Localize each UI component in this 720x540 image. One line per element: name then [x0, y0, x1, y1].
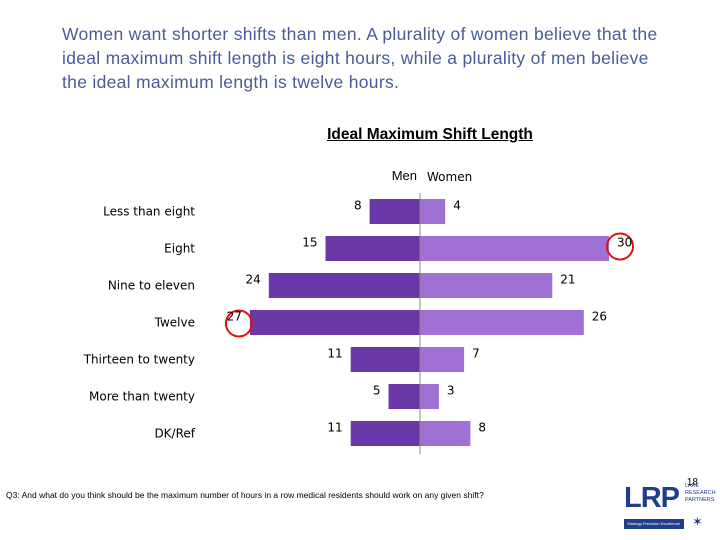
bar-men-twelve	[249, 310, 420, 335]
bar-women-less-than-eight	[420, 199, 446, 224]
data-label-women-eight: 30	[617, 236, 632, 250]
logo-tagline: Strategy Precision Excellence	[624, 519, 684, 529]
data-label-women-thirteen-to-twenty: 7	[472, 347, 480, 361]
bar-men-eight	[325, 236, 420, 261]
bar-men-thirteen-to-twenty	[350, 347, 420, 372]
data-label-women-twelve: 26	[592, 310, 607, 324]
category-label-less-than-eight: Less than eight	[103, 205, 195, 219]
category-label-dk-ref: DK/Ref	[154, 427, 195, 441]
data-label-women-nine-to-eleven: 21	[560, 273, 575, 287]
category-label-eight: Eight	[164, 242, 195, 256]
star-icon: ✶	[692, 514, 703, 529]
logo-words: LAKE RESEARCH PARTNERS	[685, 483, 716, 503]
highlight-circle-women-eight	[606, 232, 634, 261]
butterfly-bar-chart: Men Women Less than eight 8 4 Eight 15 30 Nine t…	[83, 168, 634, 454]
category-label-twelve: Twelve	[154, 316, 195, 330]
bar-men-nine-to-eleven	[268, 273, 420, 298]
bar-women-dk-ref	[420, 421, 471, 446]
highlight-circle-men-twelve	[224, 309, 253, 338]
bar-women-eight	[420, 236, 609, 261]
data-label-men-dk-ref: 11	[327, 421, 342, 435]
legend-men: Men	[392, 168, 417, 183]
footnote: Q3: And what do you think should be the …	[6, 490, 484, 500]
data-label-men-less-than-eight: 8	[354, 199, 362, 213]
bar-women-thirteen-to-twenty	[420, 347, 465, 372]
legend-women: Women	[427, 170, 472, 184]
category-label-nine-to-eleven: Nine to eleven	[108, 279, 195, 293]
data-label-women-less-than-eight: 4	[453, 199, 461, 213]
data-label-men-twelve: 27	[227, 310, 242, 324]
data-label-men-nine-to-eleven: 24	[246, 273, 261, 287]
company-logo: LRP LAKE RESEARCH PARTNERS Strategy Prec…	[624, 482, 716, 538]
data-label-men-thirteen-to-twenty: 11	[327, 347, 342, 361]
data-label-men-more-than-twenty: 5	[373, 384, 381, 398]
bar-men-less-than-eight	[369, 199, 420, 224]
data-label-men-eight: 15	[302, 236, 317, 250]
category-label-thirteen-to-twenty: Thirteen to twenty	[83, 353, 195, 367]
logo-letters: LRP	[624, 482, 680, 514]
slide-headline: Women want shorter shifts than men. A pl…	[62, 24, 658, 92]
data-label-women-dk-ref: 8	[478, 421, 486, 435]
data-label-women-more-than-twenty: 3	[447, 384, 455, 398]
bar-women-nine-to-eleven	[420, 273, 553, 298]
category-label-more-than-twenty: More than twenty	[89, 390, 195, 404]
chart-title: Ideal Maximum Shift Length	[327, 126, 533, 143]
bar-women-more-than-twenty	[420, 384, 439, 409]
bar-men-more-than-twenty	[388, 384, 420, 409]
bar-men-dk-ref	[350, 421, 420, 446]
page-number: 18	[686, 477, 698, 488]
bar-women-twelve	[420, 310, 584, 335]
